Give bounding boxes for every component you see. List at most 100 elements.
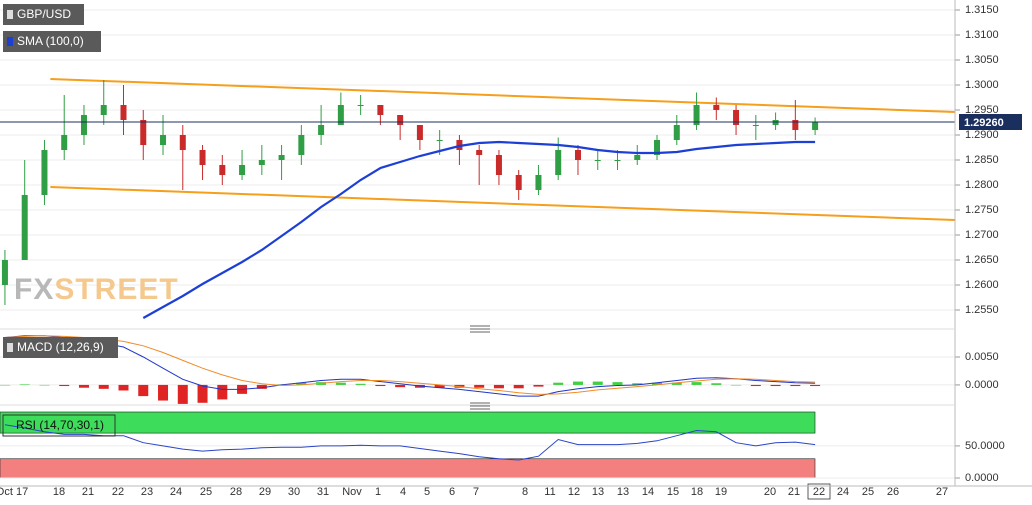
- y-tick-label: 1.3000: [965, 79, 999, 91]
- histogram-bar: [138, 384, 149, 397]
- y-tick-label: 1.2600: [965, 279, 999, 291]
- x-tick-label: 4: [400, 486, 406, 498]
- x-tick-label: 14: [642, 486, 654, 498]
- histogram-bar: [612, 382, 623, 385]
- last-price-label: 1.29260: [964, 117, 1004, 129]
- candle-body: [318, 125, 325, 135]
- candle-body: [752, 125, 759, 126]
- macd-line: [4, 335, 816, 395]
- candle-body: [120, 105, 127, 120]
- candle-body: [574, 150, 581, 160]
- legend-swatch: [7, 37, 13, 46]
- y-tick-label: 1.2800: [965, 179, 999, 191]
- y-tick-label: 1.3050: [965, 54, 999, 66]
- y-tick-label: 50.0000: [965, 440, 1005, 452]
- candle-body: [41, 150, 48, 195]
- legend-box: [2, 414, 116, 437]
- x-tick-label: 20: [764, 486, 776, 498]
- histogram-bar: [256, 384, 267, 389]
- histogram-bar: [395, 384, 406, 388]
- splitter: [470, 325, 490, 333]
- histogram-bar: [355, 383, 366, 385]
- histogram-bar: [434, 384, 445, 388]
- histogram-bar: [711, 383, 722, 385]
- x-tick-label: 31: [317, 486, 329, 498]
- x-tick-label: 26: [887, 486, 899, 498]
- candle-body: [160, 135, 167, 145]
- x-tick-label: 22: [813, 486, 825, 498]
- x-tick-label: 22: [112, 486, 124, 498]
- histogram-bar: [533, 384, 544, 387]
- histogram-bar: [691, 382, 702, 385]
- histogram-bar: [0, 384, 10, 386]
- y-tick-label: 1.2950: [965, 104, 999, 116]
- x-tick-label: 23: [141, 486, 153, 498]
- legend-box: [3, 4, 84, 25]
- histogram-bar: [790, 384, 801, 387]
- x-tick-label: 6: [449, 486, 455, 498]
- legend-swatch: [7, 10, 13, 19]
- x-tick-label: 12: [568, 486, 580, 498]
- x-tick-label: 21: [82, 486, 94, 498]
- candle-body: [377, 105, 384, 115]
- x-tick-label: 18: [53, 486, 65, 498]
- candle-body: [436, 140, 443, 141]
- candle-body: [476, 150, 483, 155]
- histogram-bar: [98, 384, 109, 389]
- legend-box: [3, 337, 118, 358]
- x-tick-label: Oct 17: [0, 486, 28, 498]
- x-label-highlight: [807, 483, 831, 500]
- last-price-box: [959, 114, 1022, 130]
- x-tick-label: 11: [544, 486, 555, 498]
- histogram-bar: [39, 384, 50, 386]
- candle-body: [614, 160, 621, 161]
- x-tick-label: Nov: [342, 486, 362, 498]
- candle-body: [357, 105, 364, 106]
- x-tick-label: 13: [617, 486, 629, 498]
- legend-label: GBP/USD: [17, 7, 71, 21]
- x-tick-label: 24: [170, 486, 182, 498]
- histogram-bar: [671, 382, 682, 385]
- y-tick-label: 1.2750: [965, 204, 999, 216]
- y-tick-label: 1.2650: [965, 254, 999, 266]
- candle-body: [535, 175, 542, 190]
- candle-body: [278, 155, 285, 160]
- candle-body: [199, 150, 206, 165]
- candle-body: [1, 260, 8, 285]
- histogram-bar: [217, 384, 228, 400]
- candle-body: [179, 135, 186, 150]
- candle-body: [693, 105, 700, 125]
- histogram-bar: [375, 384, 386, 387]
- y-tick-label: 0.0050: [965, 351, 999, 363]
- sma-line: [142, 140, 816, 319]
- histogram-bar: [335, 382, 346, 385]
- x-tick-label: 21: [788, 486, 800, 498]
- x-tick-label: 29: [259, 486, 271, 498]
- histogram-bar: [572, 381, 583, 385]
- histogram-bar: [652, 382, 663, 385]
- macd-line: [4, 335, 816, 397]
- y-tick-label: 1.3100: [965, 29, 999, 41]
- watermark-part: FX: [14, 273, 54, 306]
- histogram-bar: [731, 384, 742, 386]
- x-tick-label: 18: [691, 486, 703, 498]
- splitter: [470, 402, 490, 410]
- histogram-bar: [493, 384, 504, 389]
- x-tick-label: 27: [936, 486, 948, 498]
- y-tick-label: 0.0000: [965, 379, 999, 391]
- trend-line: [50, 78, 956, 113]
- candle-body: [555, 150, 562, 175]
- histogram-bar: [158, 384, 169, 401]
- x-tick-label: 25: [200, 486, 212, 498]
- candle-body: [634, 155, 641, 160]
- overbought-band: [0, 411, 816, 434]
- x-tick-label: 13: [592, 486, 604, 498]
- candle-body: [673, 125, 680, 140]
- candle-body: [792, 120, 799, 130]
- candle-body: [80, 115, 87, 135]
- candle-body: [61, 135, 68, 150]
- histogram-bar: [810, 384, 821, 387]
- candle-body: [495, 155, 502, 175]
- x-tick-label: 1: [375, 486, 381, 498]
